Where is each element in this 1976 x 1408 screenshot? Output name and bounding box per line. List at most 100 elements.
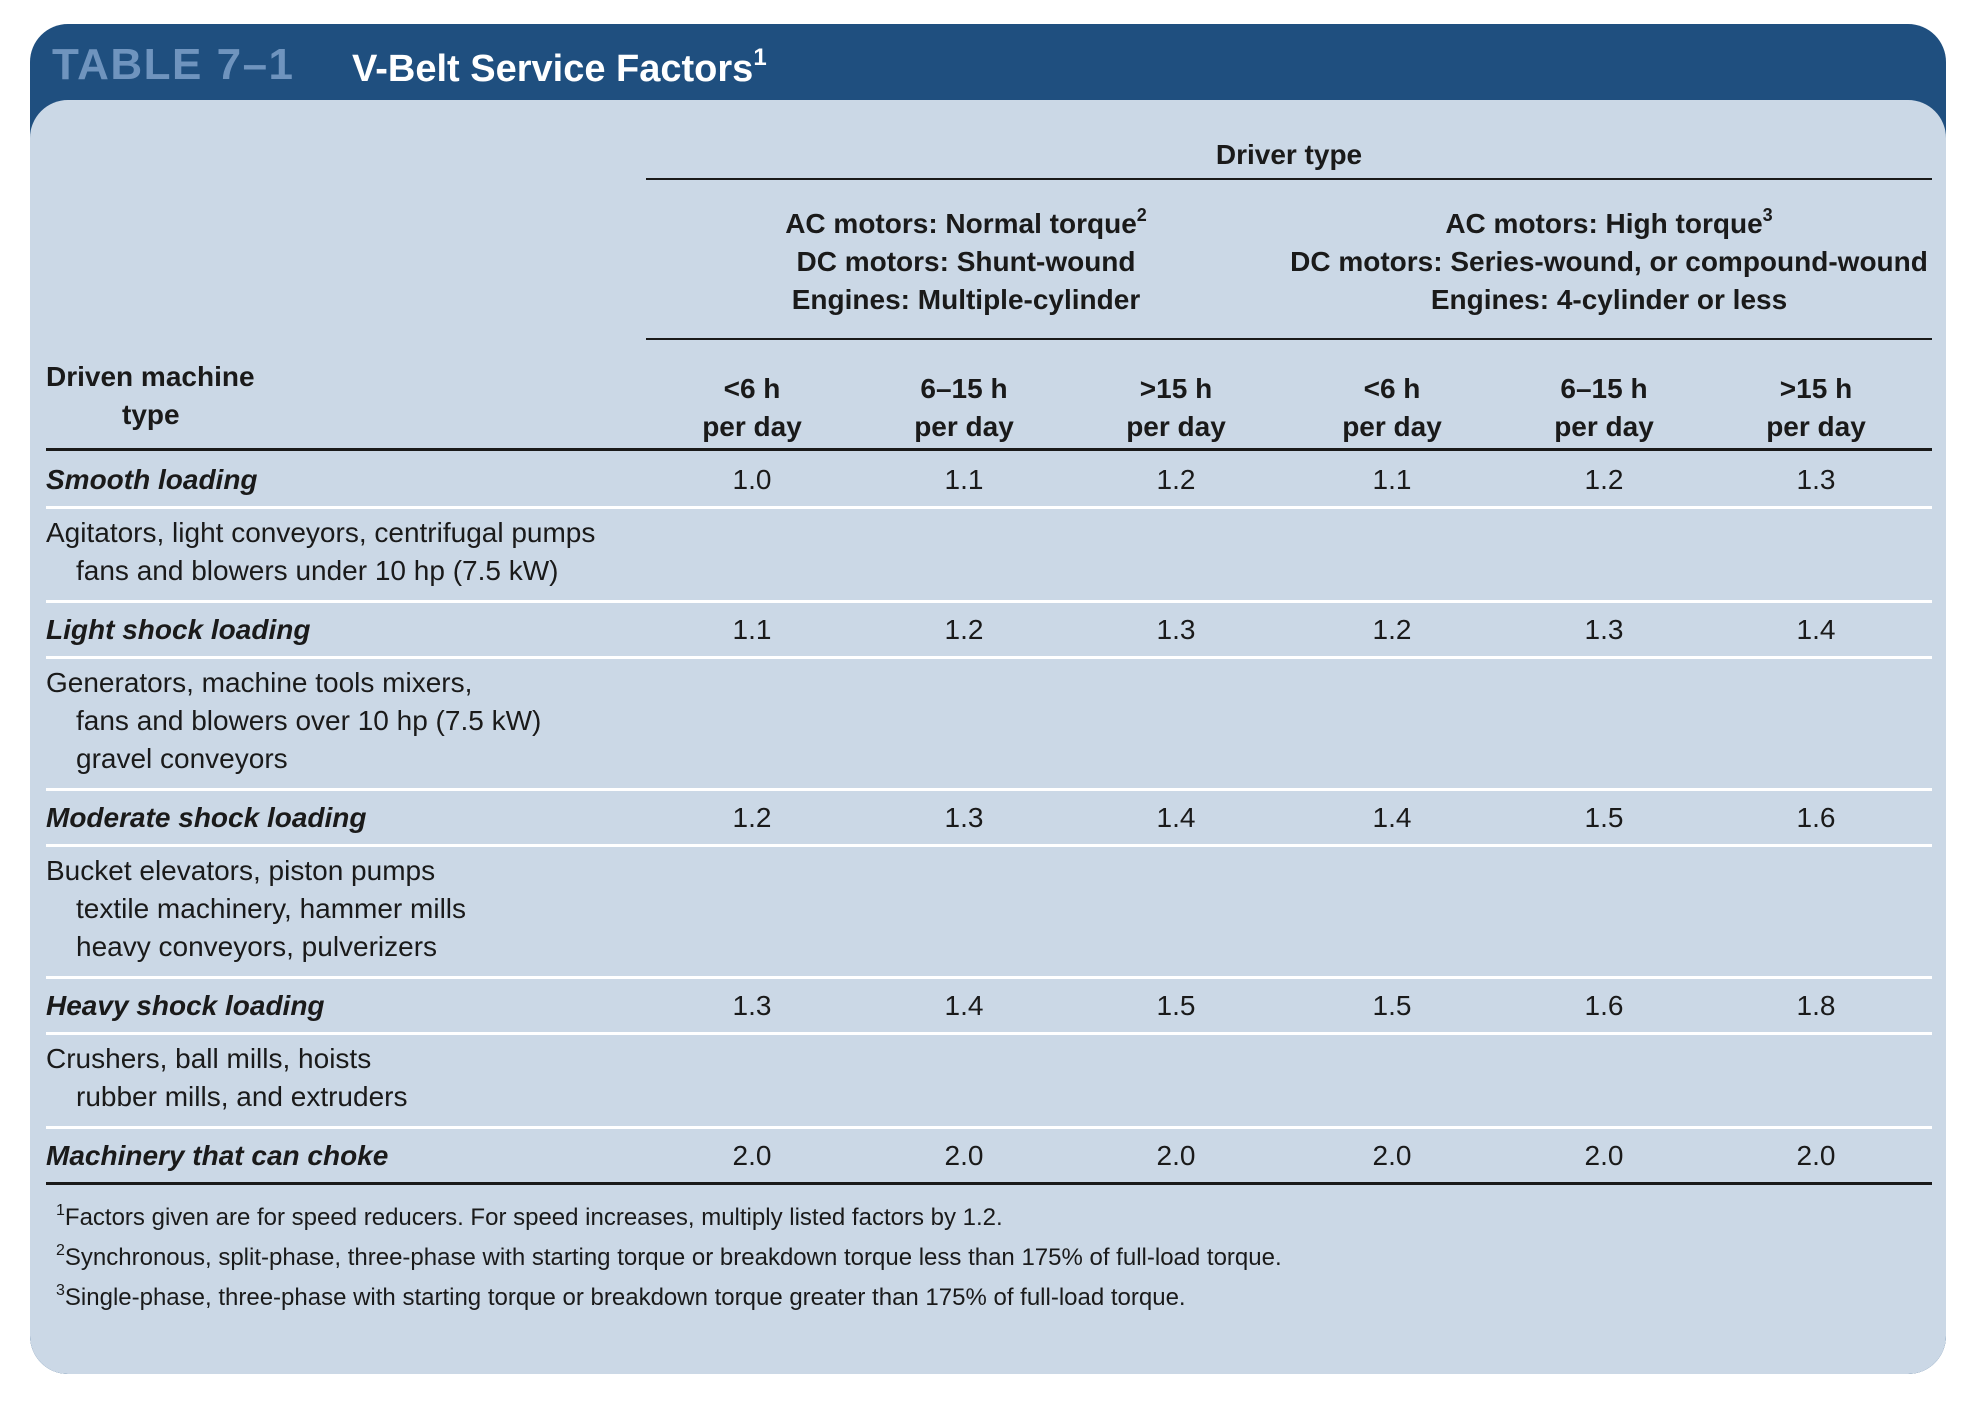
row-divider [46, 976, 1932, 979]
hour-column-hours: 6–15 h [1560, 373, 1648, 404]
row-description: Generators, machine tools mixers, fans an… [46, 664, 541, 778]
driver-type-header: Driver type [1215, 139, 1363, 170]
hour-column-hours: >15 h [1779, 373, 1853, 404]
hour-column-header: >15 h per day [1710, 370, 1922, 446]
table-header-bar: TABLE 7–1 V-Belt Service Factors1 [30, 24, 1946, 100]
hour-column-per-day: per day [1766, 411, 1866, 442]
service-factor-cell: 1.2 [1584, 464, 1624, 495]
row-divider [46, 788, 1932, 791]
row-divider [46, 600, 1932, 603]
footnote: 1Factors given are for speed reducers. F… [56, 1202, 1003, 1232]
service-factor-cell: 1.5 [1372, 990, 1412, 1021]
table-title-text: V-Belt Service Factors [352, 48, 754, 90]
driven-header-line1: Driven machine [46, 361, 255, 392]
group1-footnote-mark: 2 [1136, 205, 1147, 225]
group2-line3: Engines: 4-cylinder or less [1430, 284, 1788, 315]
row-divider [46, 506, 1932, 509]
row-category-label: Smooth loading [46, 464, 258, 495]
hour-column-header: <6 h per day [646, 370, 858, 446]
driver-type-rule [646, 178, 1932, 180]
row-description: Agitators, light conveyors, centrifugal … [46, 514, 595, 590]
driven-machine-header: Driven machine type [46, 328, 346, 434]
hour-column-per-day: per day [1554, 411, 1654, 442]
group1-line2: DC motors: Shunt-wound [796, 246, 1136, 277]
service-factor-cell: 1.4 [1796, 614, 1836, 645]
hour-column-per-day: per day [914, 411, 1014, 442]
service-factor-cell: 1.8 [1796, 990, 1836, 1021]
driver-group-high-torque: AC motors: High torque3 DC motors: Serie… [1286, 196, 1932, 319]
service-factor-cell: 1.2 [1372, 614, 1412, 645]
row-description-line: heavy conveyors, pulverizers [76, 931, 438, 962]
service-factor-cell: 1.3 [1584, 614, 1624, 645]
service-factor-cell: 1.4 [1372, 802, 1412, 833]
header-bottom-rule [46, 448, 1932, 451]
row-description: Crushers, ball mills, hoists rubber mills… [46, 1040, 407, 1116]
row-description-line: fans and blowers over 10 hp (7.5 kW) [76, 705, 542, 736]
hour-column-header: <6 h per day [1286, 370, 1498, 446]
table-frame: TABLE 7–1 V-Belt Service Factors1 Driver… [30, 24, 1946, 1374]
footnote-mark: 1 [56, 1202, 65, 1219]
table-panel: Driver type AC motors: Normal torque2 DC… [30, 100, 1946, 1374]
service-factor-cell: 2.0 [732, 1140, 772, 1171]
service-factor-cell: 1.3 [1796, 464, 1836, 495]
row-description: Bucket elevators, piston pumps textile ma… [46, 852, 466, 966]
row-description-line: rubber mills, and extruders [76, 1081, 408, 1112]
service-factor-cell: 1.1 [1372, 464, 1412, 495]
footnote: 3Single-phase, three-phase with starting… [56, 1282, 1186, 1312]
service-factor-cell: 1.1 [732, 614, 772, 645]
driver-group-normal-torque: AC motors: Normal torque2 DC motors: Shu… [646, 196, 1286, 319]
service-factor-cell: 1.4 [944, 990, 984, 1021]
group2-footnote-mark: 3 [1762, 205, 1773, 225]
service-factor-cell: 2.0 [1156, 1140, 1196, 1171]
hour-column-per-day: per day [1126, 411, 1226, 442]
row-divider [46, 656, 1932, 659]
row-category-label: Heavy shock loading [46, 990, 325, 1021]
service-factor-cell: 1.5 [1156, 990, 1196, 1021]
service-factor-cell: 1.0 [732, 464, 772, 495]
driver-group-rule [646, 338, 1932, 340]
hour-column-per-day: per day [1342, 411, 1442, 442]
service-factor-cell: 1.1 [944, 464, 984, 495]
hour-column-header: >15 h per day [1070, 370, 1282, 446]
driven-header-line2: type [122, 399, 180, 430]
row-description-line: fans and blowers under 10 hp (7.5 kW) [76, 555, 559, 586]
service-factor-cell: 1.3 [944, 802, 984, 833]
footnote-mark: 3 [56, 1282, 65, 1299]
row-category-label: Moderate shock loading [46, 802, 367, 833]
row-divider [46, 1126, 1932, 1129]
service-factor-cell: 2.0 [1796, 1140, 1836, 1171]
service-factor-cell: 2.0 [1372, 1140, 1412, 1171]
hour-column-hours: >15 h [1139, 373, 1213, 404]
row-divider [46, 844, 1932, 847]
group1-line1: AC motors: Normal torque [785, 208, 1137, 239]
row-description-line: Generators, machine tools mixers, [46, 667, 473, 698]
service-factor-cell: 1.6 [1796, 802, 1836, 833]
footnote-text: Factors given are for speed reducers. Fo… [64, 1204, 1003, 1231]
table-title-footnote-mark: 1 [753, 44, 767, 71]
table-label: TABLE 7–1 [52, 40, 295, 89]
service-factor-cell: 1.4 [1156, 802, 1196, 833]
group1-line3: Engines: Multiple-cylinder [791, 284, 1141, 315]
row-description-line: Crushers, ball mills, hoists [46, 1043, 372, 1074]
row-description-line: Bucket elevators, piston pumps [46, 855, 436, 886]
group2-line2: DC motors: Series-wound, or compound-wou… [1290, 246, 1928, 277]
service-factor-cell: 1.6 [1584, 990, 1624, 1021]
row-category-label: Light shock loading [46, 614, 311, 645]
footnote: 2Synchronous, split-phase, three-phase w… [56, 1242, 1282, 1272]
table-bottom-rule [46, 1182, 1932, 1185]
hour-column-header: 6–15 h per day [1498, 370, 1710, 446]
group2-line1: AC motors: High torque [1445, 208, 1763, 239]
service-factor-cell: 1.5 [1584, 802, 1624, 833]
row-description-line: Agitators, light conveyors, centrifugal … [46, 517, 596, 548]
row-divider [46, 1032, 1932, 1035]
footnote-mark: 2 [56, 1242, 65, 1259]
row-category-label: Machinery that can choke [46, 1140, 389, 1171]
row-description-line: textile machinery, hammer mills [76, 893, 467, 924]
footnote-text: Single-phase, three-phase with starting … [64, 1284, 1186, 1311]
service-factor-cell: 2.0 [944, 1140, 984, 1171]
hour-column-per-day: per day [702, 411, 802, 442]
row-description-line: gravel conveyors [76, 743, 288, 774]
service-factor-cell: 1.2 [944, 614, 984, 645]
hour-column-hours: 6–15 h [920, 373, 1008, 404]
service-factor-cell: 1.3 [732, 990, 772, 1021]
